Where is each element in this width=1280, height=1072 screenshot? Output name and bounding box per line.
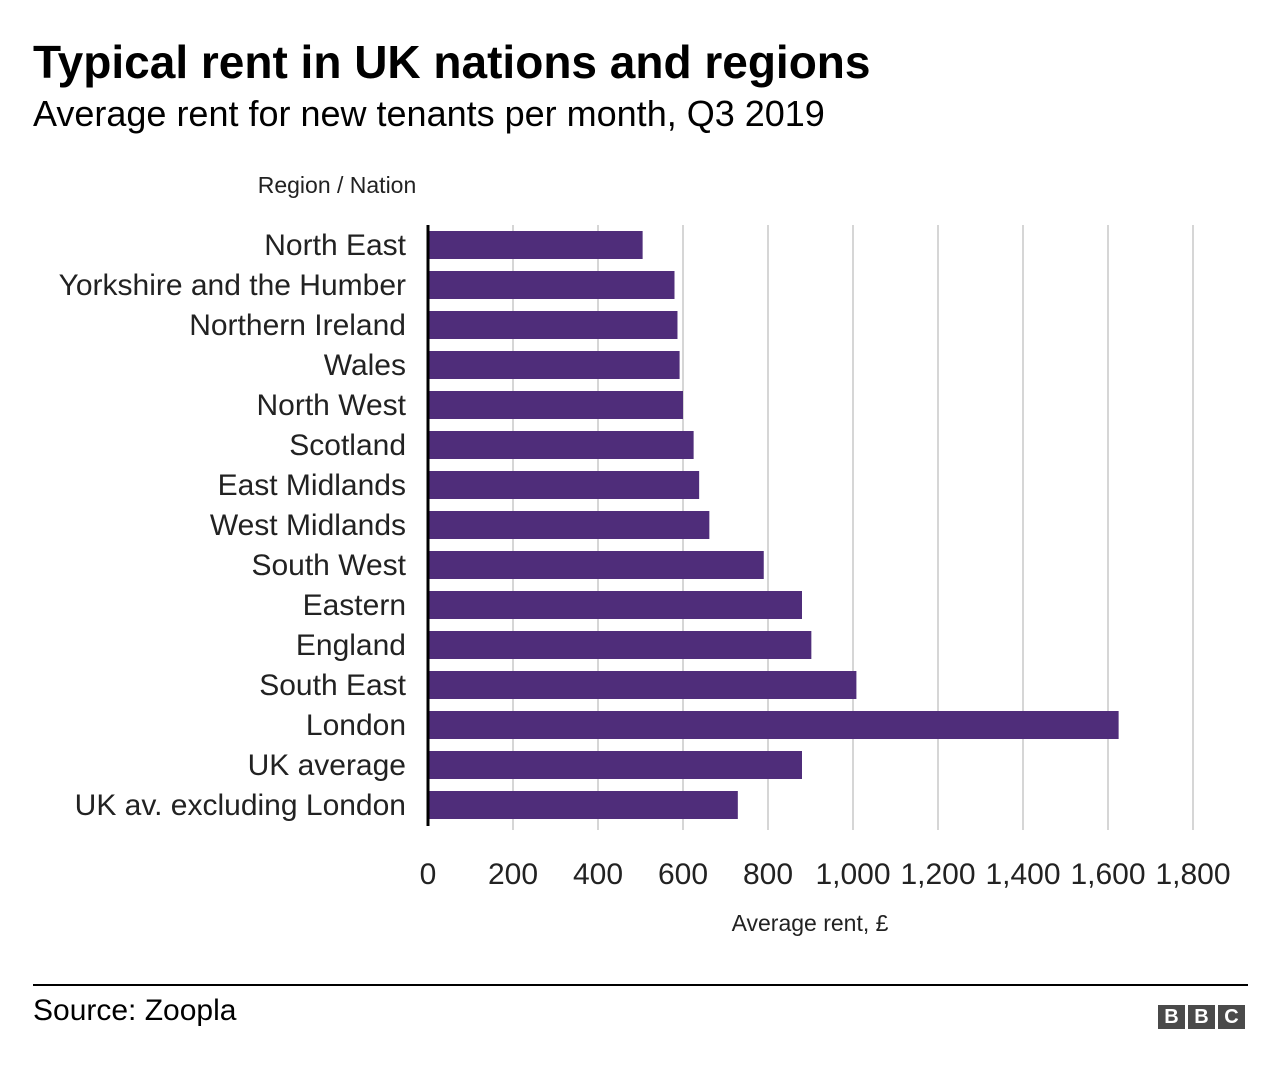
- bar: [428, 751, 802, 779]
- bbc-logo-letter: B: [1158, 1005, 1185, 1029]
- x-tick-label: 400: [573, 858, 623, 891]
- category-labels: North East Yorkshire and the Humber Northe…: [59, 229, 407, 822]
- x-tick-label: 1,600: [1070, 858, 1145, 891]
- bar: [428, 271, 675, 299]
- x-tick-label: 1,400: [985, 858, 1060, 891]
- category-label: North West: [257, 389, 407, 422]
- bar: [428, 551, 764, 579]
- bbc-logo-letter: B: [1188, 1005, 1215, 1029]
- category-label: South East: [259, 669, 406, 702]
- bar: [428, 311, 678, 339]
- bbc-logo-letter: C: [1218, 1005, 1245, 1029]
- category-label: North East: [264, 229, 406, 262]
- x-tick-label: 800: [743, 858, 793, 891]
- x-tick-label: 1,800: [1155, 858, 1230, 891]
- bar: [428, 511, 710, 539]
- category-label: Northern Ireland: [189, 309, 406, 342]
- bar: [428, 671, 857, 699]
- chart-title: Typical rent in UK nations and regions: [33, 36, 871, 88]
- bar: [428, 351, 680, 379]
- bar: [428, 791, 738, 819]
- category-label: West Midlands: [210, 509, 406, 542]
- x-tick-label: 0: [420, 858, 437, 891]
- x-axis-title: Average rent, £: [732, 910, 889, 936]
- chart-subtitle: Average rent for new tenants per month, …: [33, 93, 825, 134]
- y-axis-title: Region / Nation: [258, 172, 417, 198]
- category-label: UK av. excluding London: [75, 789, 406, 822]
- bbc-logo: B B C: [1158, 1005, 1245, 1029]
- category-label: Eastern: [303, 589, 406, 622]
- x-tick-labels: 0 200 400 600 800 1,000 1,200 1,400 1,600 1,800: [420, 858, 1231, 891]
- category-label: UK average: [248, 749, 406, 782]
- category-label: Scotland: [289, 429, 406, 462]
- bar: [428, 631, 812, 659]
- bars: [428, 231, 1119, 819]
- x-tick-label: 1,000: [815, 858, 890, 891]
- category-label: London: [306, 709, 406, 742]
- category-label: England: [296, 629, 406, 662]
- footer-divider: [33, 984, 1248, 986]
- source-note: Source: Zoopla: [33, 994, 237, 1027]
- bar: [428, 471, 700, 499]
- category-label: South West: [251, 549, 406, 582]
- bar: [428, 391, 683, 419]
- bar-chart: North East Yorkshire and the Humber Northe…: [59, 172, 1231, 936]
- x-tick-label: 600: [658, 858, 708, 891]
- bar: [428, 591, 802, 619]
- category-label: East Midlands: [218, 469, 406, 502]
- bar: [428, 431, 694, 459]
- category-label: Wales: [324, 349, 406, 382]
- bar: [428, 711, 1119, 739]
- x-tick-label: 1,200: [900, 858, 975, 891]
- category-label: Yorkshire and the Humber: [59, 269, 406, 302]
- bar: [428, 231, 643, 259]
- x-tick-label: 200: [488, 858, 538, 891]
